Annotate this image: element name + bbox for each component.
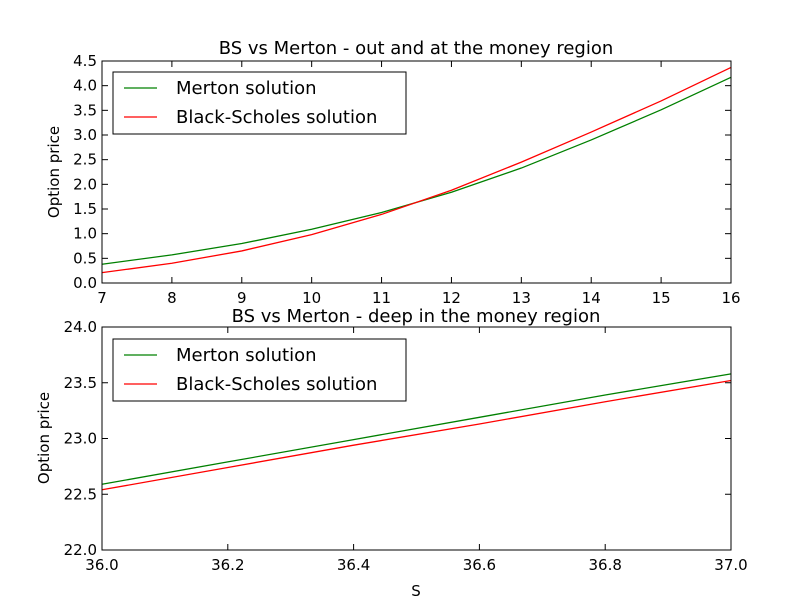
chart-top-y-tick-label: 0.0 (73, 274, 97, 292)
chart-top-y-tick-label: 1.0 (73, 225, 97, 243)
chart-top-y-tick-label: 4.0 (73, 77, 97, 95)
chart-bottom-x-tick-label: 36.8 (588, 556, 621, 574)
chart-top-y-tick-label: 3.5 (73, 101, 97, 119)
chart-bottom-y-tick-label: 23.5 (64, 374, 97, 392)
chart-bottom-legend-label-black-scholes: Black-Scholes solution (176, 374, 377, 395)
chart-top-ticks: 7 8 9 10 11 12 13 14 15 16 0.0 0.5 1.0 1.5 2.0 2.5 3.0 3.… (73, 52, 740, 307)
chart-bottom-y-tick-label: 24.0 (64, 318, 97, 336)
chart-top-x-tick-label: 16 (721, 289, 740, 307)
chart-top-y-tick-label: 4.5 (73, 52, 97, 70)
chart-top-y-tick-label: 0.5 (73, 249, 97, 267)
chart-bottom-x-tick-label: 37.0 (714, 556, 747, 574)
chart-bottom-legend: Merton solution Black-Scholes solution (112, 338, 407, 402)
chart-top-x-tick-label: 14 (582, 289, 601, 307)
chart-bottom-panel: BS vs Merton - deep in the money region … (35, 306, 748, 600)
chart-bottom-y-axis-label: Option price (35, 392, 53, 484)
chart-bottom-y-tick-label: 22.5 (64, 485, 97, 503)
chart-top-series-line-black-scholes (101, 66, 732, 274)
chart-top-y-axis-label: Option price (45, 126, 63, 218)
chart-top-legend: Merton solution Black-Scholes solution (112, 71, 407, 135)
chart-top-y-tick-label: 1.5 (73, 200, 97, 218)
chart-top-x-tick-label: 13 (512, 289, 531, 307)
chart-top-legend-label-merton: Merton solution (176, 78, 316, 99)
chart-bottom-x-tick-label: 36.0 (85, 556, 118, 574)
chart-top-legend-box (112, 71, 407, 135)
chart-top-legend-label-black-scholes: Black-Scholes solution (176, 107, 377, 128)
chart-bottom-x-axis-label: S (411, 582, 421, 600)
chart-top-x-tick-label: 11 (372, 289, 391, 307)
chart-bottom-title: BS vs Merton - deep in the money region (232, 306, 601, 327)
chart-bottom-series-line-black-scholes (101, 379, 732, 491)
chart-top-x-tick-label: 10 (302, 289, 321, 307)
chart-bottom-y-tick-label: 22.0 (64, 541, 97, 559)
chart-top-x-tick-label: 15 (652, 289, 671, 307)
chart-top-x-tick-label: 7 (97, 289, 107, 307)
chart-bottom-ticks: 36.0 36.2 36.4 36.6 36.8 37.0 22.0 22.5 23.0 23.5… (64, 318, 748, 574)
chart-top-series (101, 66, 732, 274)
chart-top-title: BS vs Merton - out and at the money regi… (219, 38, 614, 59)
chart-top-x-tick-label: 8 (167, 289, 177, 307)
chart-bottom-x-tick-label: 36.6 (463, 556, 496, 574)
chart-bottom-x-tick-label: 36.4 (337, 556, 370, 574)
chart-top-y-tick-label: 2.5 (73, 151, 97, 169)
chart-bottom-series-line-merton (101, 373, 732, 485)
chart-top-plot-frame (101, 60, 732, 284)
chart-bottom-y-tick-label: 23.0 (64, 430, 97, 448)
chart-bottom-plot-frame (101, 326, 732, 551)
chart-bottom-legend-box (112, 338, 407, 402)
chart-bottom-series (101, 373, 732, 491)
chart-bottom-legend-label-merton: Merton solution (176, 345, 316, 366)
chart-top-x-tick-label: 9 (237, 289, 247, 307)
chart-top-y-tick-label: 3.0 (73, 126, 97, 144)
chart-top-panel: BS vs Merton - out and at the money regi… (45, 38, 741, 307)
chart-top-x-tick-label: 12 (442, 289, 461, 307)
chart-bottom-x-tick-label: 36.2 (211, 556, 244, 574)
chart-top-y-tick-label: 2.0 (73, 175, 97, 193)
